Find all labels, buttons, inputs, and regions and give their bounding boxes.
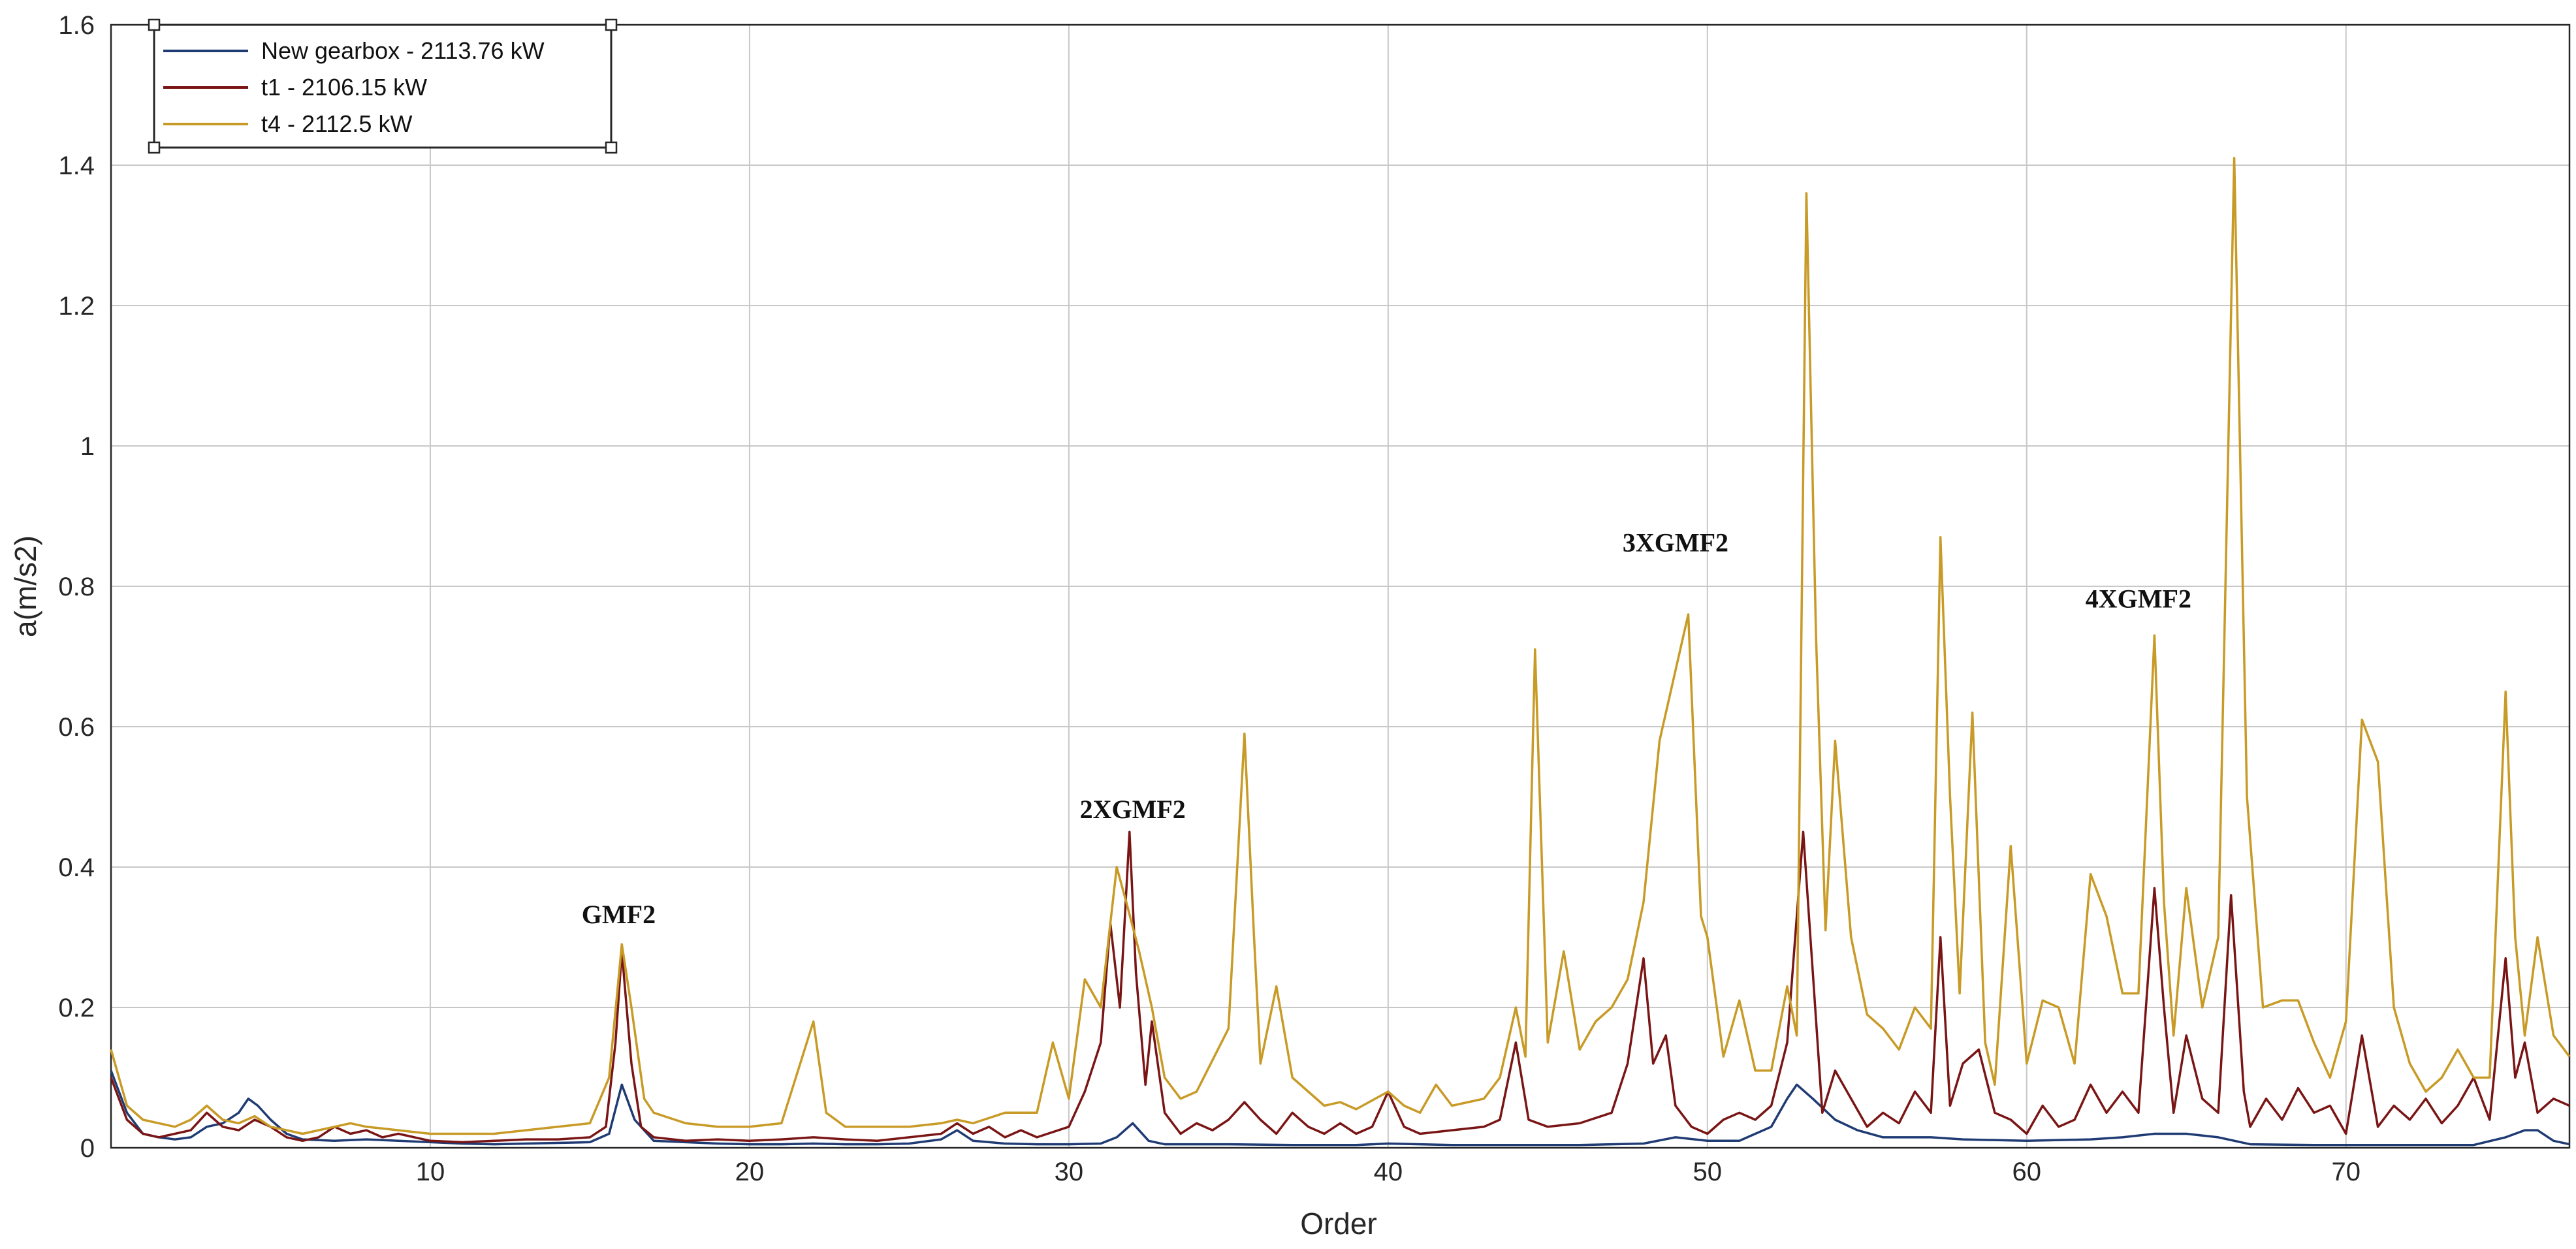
y-tick-label: 0.8: [58, 573, 95, 601]
y-tick-label: 1.4: [58, 151, 95, 180]
series-group: [110, 157, 2571, 1146]
legend-entry-label: t4 - 2112.5 kW: [261, 110, 412, 137]
x-axis-label: Order: [1300, 1207, 1377, 1241]
legend-entry-label: New gearbox - 2113.76 kW: [261, 37, 545, 64]
y-tick-label: 0: [80, 1134, 95, 1163]
legend-entry-label: t1 - 2106.15 kW: [261, 74, 427, 101]
x-axis-ticks: 10 20 30 40 50 60 70: [416, 1158, 2361, 1186]
legend-handle-bl[interactable]: [148, 141, 161, 154]
y-tick-label: 0.4: [58, 853, 95, 882]
annotations: GMF2 2XGMF2 3XGMF2 4XGMF2: [582, 528, 2191, 929]
x-tick-label: 30: [1055, 1158, 1084, 1186]
x-tick-label: 70: [2331, 1158, 2361, 1186]
legend-entries: New gearbox - 2113.76 kW t1 - 2106.15 kW t…: [163, 37, 545, 137]
legend-handle-br[interactable]: [605, 141, 618, 154]
annotation-label: 4XGMF2: [2086, 584, 2191, 613]
y-tick-label: 1.2: [58, 292, 95, 321]
y-tick-label: 1: [80, 432, 95, 461]
x-tick-label: 50: [1693, 1158, 1723, 1186]
annotation-label: 2XGMF2: [1080, 795, 1186, 824]
x-tick-label: 10: [416, 1158, 445, 1186]
x-tick-label: 60: [2012, 1158, 2042, 1186]
grid: [111, 24, 2569, 1148]
legend-handle-tl[interactable]: [148, 18, 161, 31]
series-line-t1: [110, 830, 2570, 1144]
plot-frame: [110, 24, 2571, 1149]
series-line-t4: [110, 157, 2571, 1135]
x-tick-label: 40: [1374, 1158, 1403, 1186]
annotation-label: GMF2: [582, 900, 656, 929]
series-line-new: [110, 1070, 2570, 1146]
legend-handle-tr[interactable]: [605, 18, 618, 31]
y-tick-label: 0.6: [58, 713, 95, 742]
y-tick-label: 1.6: [58, 11, 95, 40]
annotation-label: 3XGMF2: [1623, 528, 1728, 557]
y-axis-label: a(m/s2): [8, 535, 42, 637]
y-axis-ticks: 0 0.2 0.4 0.6 0.8 1 1.2 1.4 1.6: [58, 11, 95, 1163]
y-tick-label: 0.2: [58, 994, 95, 1022]
x-tick-label: 20: [735, 1158, 765, 1186]
legend[interactable]: New gearbox - 2113.76 kW t1 - 2106.15 kW t…: [148, 18, 618, 154]
